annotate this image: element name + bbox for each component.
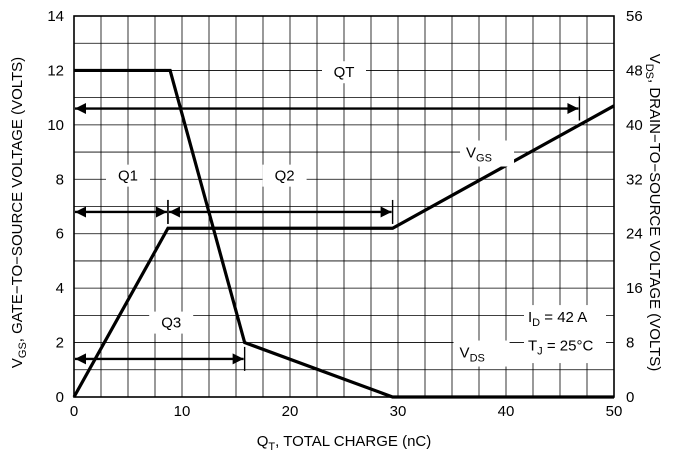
arrow-head bbox=[567, 103, 579, 115]
x-tick-label: 50 bbox=[606, 403, 623, 420]
y-left-tick-label: 6 bbox=[56, 226, 64, 243]
y-right-tick-label: 40 bbox=[626, 117, 643, 134]
arrow-head bbox=[168, 206, 180, 218]
plot-border bbox=[73, 15, 615, 398]
condition-id: ID = 42 A bbox=[528, 309, 587, 329]
x-tick-label: 30 bbox=[390, 403, 407, 420]
series-lines: VGS VDS bbox=[72, 68, 615, 399]
span-label-bg bbox=[106, 164, 150, 187]
arrow-head bbox=[155, 206, 167, 218]
charge-spans: QT Q1 Q2 Q3 bbox=[75, 61, 581, 371]
arrow-head bbox=[75, 206, 86, 218]
y-left-axis-title: VGS, GATE−TO−SOURCE VOLTAGE (VOLTS) bbox=[9, 57, 29, 368]
series-label-vds: VDS bbox=[460, 345, 485, 365]
x-tick-label: 10 bbox=[174, 403, 191, 420]
span-label-bg bbox=[322, 61, 366, 84]
y-left-tick-label: 2 bbox=[56, 335, 64, 352]
y-left-tick-label: 12 bbox=[47, 62, 64, 79]
series-label-vgs: VGS bbox=[466, 145, 492, 165]
y-right-tick-label: 48 bbox=[626, 62, 643, 79]
y-right-tick-label: 56 bbox=[626, 8, 643, 25]
condition-tj: TJ = 25°C bbox=[528, 338, 593, 358]
span-label-bg bbox=[149, 311, 194, 334]
arrow-head bbox=[75, 103, 86, 115]
x-tick-label: 20 bbox=[282, 403, 299, 420]
axis-titles: ID = 42 A TJ = 25°C QT, TOTAL CHARGE (nC) V… bbox=[9, 54, 663, 453]
arrow-head bbox=[380, 206, 392, 218]
y-left-tick-label: 8 bbox=[56, 171, 64, 188]
arrow-head bbox=[232, 353, 244, 365]
y-left-tick-label: 10 bbox=[47, 117, 64, 134]
span-label-bg bbox=[262, 164, 307, 187]
series-line-vgs bbox=[72, 104, 615, 398]
y-right-tick-label: 0 bbox=[626, 389, 634, 406]
span-label-qt: QT bbox=[334, 64, 355, 81]
span-label-q2: Q2 bbox=[275, 168, 295, 185]
y-left-tick-label: 0 bbox=[56, 389, 64, 406]
x-axis-title: QT, TOTAL CHARGE (nC) bbox=[257, 433, 432, 453]
series-label-bg bbox=[453, 340, 510, 367]
series-label-bg bbox=[460, 140, 515, 167]
arrow-head bbox=[75, 353, 86, 365]
span-label-q1: Q1 bbox=[118, 168, 138, 185]
conditions-bg bbox=[524, 305, 606, 364]
x-tick-label: 40 bbox=[498, 403, 515, 420]
series-line-vds bbox=[74, 68, 614, 399]
span-label-q3: Q3 bbox=[161, 315, 181, 332]
grid bbox=[73, 15, 615, 398]
plot-frame bbox=[73, 15, 615, 398]
y-left-tick-label: 4 bbox=[56, 280, 64, 297]
y-left-tick-label: 14 bbox=[47, 8, 64, 25]
y-right-tick-label: 32 bbox=[626, 171, 643, 188]
y-right-tick-label: 24 bbox=[626, 226, 643, 243]
y-right-tick-label: 16 bbox=[626, 280, 643, 297]
x-tick-label: 0 bbox=[70, 403, 78, 420]
y-right-tick-label: 8 bbox=[626, 335, 634, 352]
y-right-axis-title: VDS, DRAIN−TO−SOURCE VOLTAGE (VOLTS) bbox=[643, 54, 663, 372]
